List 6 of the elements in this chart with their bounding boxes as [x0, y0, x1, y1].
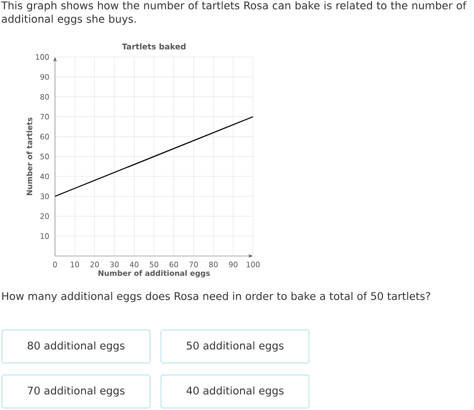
text: 40 additional eggs — [186, 386, 284, 397]
text: 50 additional eggs — [186, 341, 284, 352]
text: 80 additional eggs — [28, 341, 124, 352]
text: 70 additional eggs — [28, 386, 124, 397]
text: This graph shows how the number of tartlets Rosa can bake is related to the number of additional eggs she buys. — [1, 1, 467, 25]
text: How many additional eggs does Rosa need in order to bake a total of 50 tartlets? — [2, 292, 430, 302]
